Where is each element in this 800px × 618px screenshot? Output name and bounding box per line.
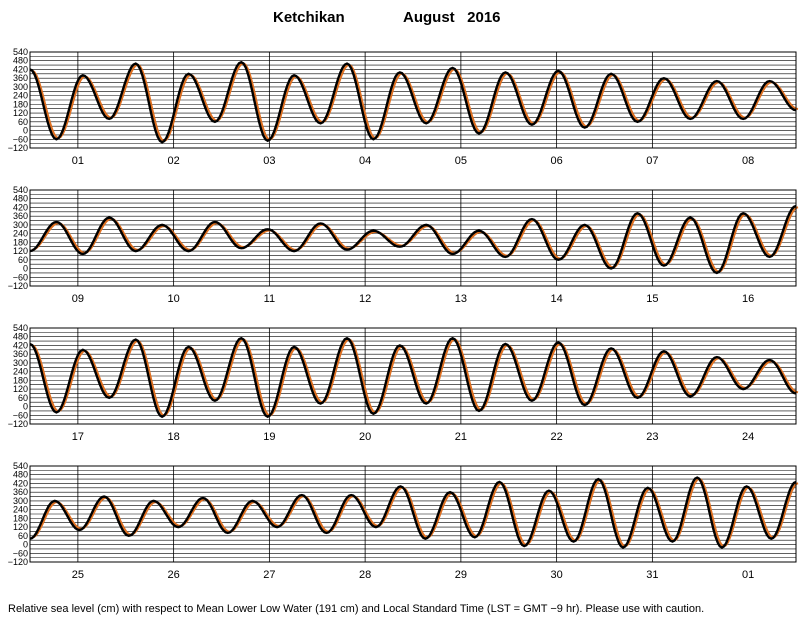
y-tick-label: 300 (13, 358, 28, 368)
panel-frame (29, 189, 797, 287)
y-tick-label: 540 (13, 47, 28, 57)
day-label: 25 (72, 569, 84, 581)
y-tick-label: 120 (13, 384, 28, 394)
y-tick-label: 0 (23, 126, 28, 136)
day-label: 26 (168, 569, 180, 581)
y-tick-label: 300 (13, 82, 28, 92)
observed-series-line (29, 336, 797, 419)
day-label: 24 (742, 431, 754, 443)
y-tick-label: 360 (13, 349, 28, 359)
day-label: 07 (646, 155, 658, 167)
observed-series-line (29, 476, 797, 549)
day-label: 29 (455, 569, 467, 581)
day-label: 22 (551, 431, 563, 443)
y-tick-label: 240 (13, 367, 28, 377)
y-tick-label: 480 (13, 470, 28, 480)
y-tick-label: 540 (13, 323, 28, 333)
y-tick-label: 60 (18, 393, 28, 403)
day-label: 31 (646, 569, 658, 581)
y-tick-label: 240 (13, 91, 28, 101)
month-year-title: August 2016 (403, 9, 501, 26)
y-tick-label: 120 (13, 246, 28, 256)
footer-note: Relative sea level (cm) with respect to … (8, 603, 704, 615)
y-tick-label: 360 (13, 487, 28, 497)
y-tick-label: 480 (13, 56, 28, 66)
y-tick-label: 180 (13, 237, 28, 247)
y-tick-label: −120 (8, 419, 28, 429)
day-label: 01 (742, 569, 754, 581)
day-label: 01 (72, 155, 84, 167)
day-label: 02 (168, 155, 180, 167)
y-tick-label: −60 (13, 548, 28, 558)
station-title: Ketchikan (273, 9, 345, 26)
day-label: 08 (742, 155, 754, 167)
day-label: 05 (455, 155, 467, 167)
y-tick-label: −120 (8, 143, 28, 153)
y-tick-label: −120 (8, 557, 28, 567)
day-label: 27 (263, 569, 275, 581)
day-label: 19 (263, 431, 275, 443)
y-tick-label: 60 (18, 117, 28, 127)
panel-frame (29, 327, 797, 425)
y-tick-label: 240 (13, 505, 28, 515)
day-label: 06 (551, 155, 563, 167)
observed-series-line (29, 60, 797, 144)
day-label: 18 (168, 431, 180, 443)
y-tick-label: 360 (13, 211, 28, 221)
day-label: 14 (551, 293, 563, 305)
observed-series-line (29, 204, 797, 275)
y-tick-label: 300 (13, 220, 28, 230)
day-label: 12 (359, 293, 371, 305)
y-tick-label: 480 (13, 194, 28, 204)
y-tick-label: 60 (18, 531, 28, 541)
y-tick-label: −120 (8, 281, 28, 291)
y-tick-label: 540 (13, 185, 28, 195)
y-tick-label: 300 (13, 496, 28, 506)
y-tick-label: 120 (13, 522, 28, 532)
day-label: 13 (455, 293, 467, 305)
day-label: 28 (359, 569, 371, 581)
y-tick-label: 60 (18, 255, 28, 265)
y-tick-label: 420 (13, 478, 28, 488)
day-label: 21 (455, 431, 467, 443)
y-tick-label: 180 (13, 99, 28, 109)
day-label: 20 (359, 431, 371, 443)
day-label: 11 (264, 293, 275, 305)
day-label: 16 (742, 293, 754, 305)
y-tick-label: 0 (23, 402, 28, 412)
day-label: 10 (168, 293, 180, 305)
y-tick-label: 420 (13, 64, 28, 74)
y-tick-label: 120 (13, 108, 28, 118)
y-tick-label: 540 (13, 461, 28, 471)
y-tick-label: 480 (13, 332, 28, 342)
y-tick-label: 0 (23, 540, 28, 550)
panel-frame (29, 465, 797, 563)
y-tick-label: 360 (13, 73, 28, 83)
y-tick-label: 240 (13, 229, 28, 239)
day-label: 09 (72, 293, 84, 305)
panel-frame (29, 51, 797, 149)
y-tick-label: 420 (13, 340, 28, 350)
y-tick-label: −60 (13, 134, 28, 144)
y-tick-label: 420 (13, 202, 28, 212)
y-tick-label: −60 (13, 272, 28, 282)
y-tick-label: −60 (13, 410, 28, 420)
day-label: 30 (551, 569, 563, 581)
y-tick-label: 180 (13, 375, 28, 385)
day-label: 17 (72, 431, 84, 443)
day-label: 04 (359, 155, 371, 167)
day-label: 15 (646, 293, 658, 305)
y-tick-label: 180 (13, 513, 28, 523)
y-tick-label: 0 (23, 264, 28, 274)
predicted-series-line (31, 206, 799, 273)
day-label: 23 (646, 431, 658, 443)
day-label: 03 (263, 155, 275, 167)
